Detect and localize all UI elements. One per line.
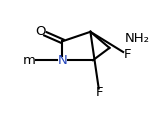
Text: NH₂: NH₂ bbox=[125, 32, 150, 45]
Text: F: F bbox=[123, 48, 131, 61]
Text: O: O bbox=[36, 25, 46, 38]
Text: F: F bbox=[96, 86, 103, 99]
Text: N: N bbox=[58, 54, 67, 67]
Text: m: m bbox=[23, 54, 36, 67]
